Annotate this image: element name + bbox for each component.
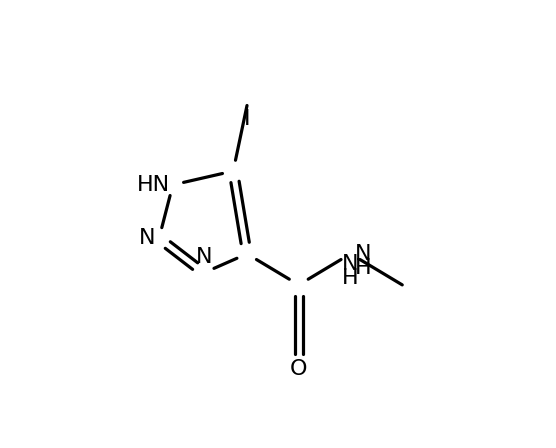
Text: N: N [342, 254, 359, 274]
Text: N: N [196, 246, 212, 267]
Text: O: O [290, 359, 307, 379]
Text: HN: HN [137, 175, 170, 195]
Text: H: H [342, 267, 359, 288]
Text: N: N [139, 228, 156, 248]
Text: N: N [355, 244, 371, 264]
Text: I: I [244, 109, 250, 129]
Text: H: H [355, 258, 371, 278]
